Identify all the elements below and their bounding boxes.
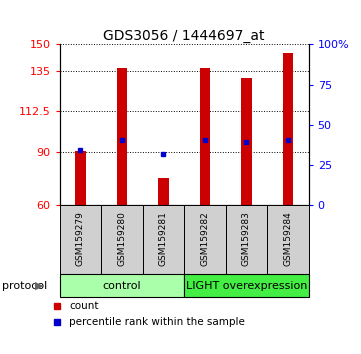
Bar — [117, 68, 127, 205]
Text: control: control — [103, 281, 141, 291]
Bar — [101, 205, 143, 274]
Bar — [158, 178, 169, 205]
Text: GSM159284: GSM159284 — [283, 211, 292, 266]
Bar — [226, 205, 267, 274]
Bar — [60, 274, 184, 297]
Bar — [60, 205, 101, 274]
Text: protocol: protocol — [2, 281, 47, 291]
Bar — [283, 53, 293, 205]
Bar — [241, 78, 252, 205]
Text: LIGHT overexpression: LIGHT overexpression — [186, 281, 307, 291]
Text: GSM159279: GSM159279 — [76, 211, 85, 266]
Bar — [200, 68, 210, 205]
Text: GSM159281: GSM159281 — [159, 211, 168, 266]
Text: GSM159283: GSM159283 — [242, 211, 251, 266]
Text: GSM159282: GSM159282 — [200, 211, 209, 266]
Text: GSM159280: GSM159280 — [117, 211, 126, 266]
Bar — [75, 151, 86, 205]
Text: percentile rank within the sample: percentile rank within the sample — [69, 317, 245, 327]
Bar — [184, 274, 309, 297]
Text: ▶: ▶ — [35, 281, 44, 291]
Bar — [184, 205, 226, 274]
Bar — [267, 205, 309, 274]
Title: GDS3056 / 1444697_at: GDS3056 / 1444697_at — [103, 29, 265, 43]
Bar — [143, 205, 184, 274]
Text: count: count — [69, 301, 99, 311]
